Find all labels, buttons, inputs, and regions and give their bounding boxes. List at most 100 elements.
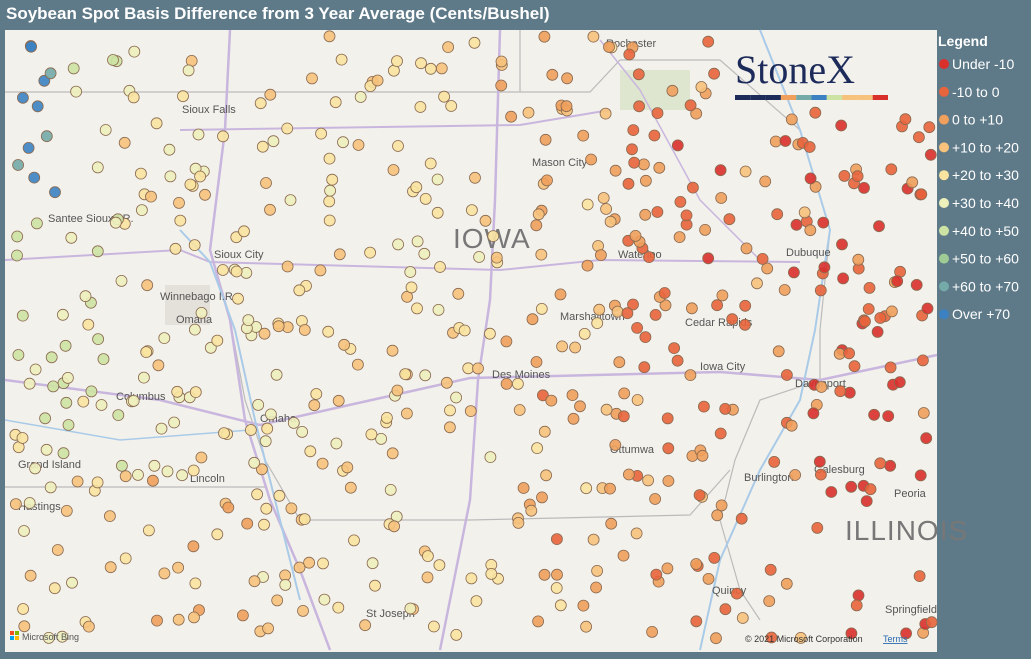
- station-dot[interactable]: [132, 468, 144, 481]
- station-dot[interactable]: [763, 595, 776, 607]
- station-dot[interactable]: [91, 161, 104, 174]
- station-dot[interactable]: [62, 371, 74, 384]
- station-dot[interactable]: [432, 303, 445, 316]
- station-dot[interactable]: [192, 128, 205, 141]
- station-dot[interactable]: [392, 140, 404, 152]
- station-dot[interactable]: [285, 502, 298, 515]
- station-dot[interactable]: [188, 611, 200, 624]
- station-dot[interactable]: [261, 422, 274, 435]
- station-dot[interactable]: [585, 153, 597, 166]
- station-dot[interactable]: [182, 64, 195, 77]
- station-dot[interactable]: [662, 442, 675, 455]
- station-dot[interactable]: [418, 247, 431, 260]
- station-dot[interactable]: [541, 174, 553, 187]
- station-dot[interactable]: [739, 318, 751, 331]
- station-dot[interactable]: [910, 278, 923, 291]
- station-dot[interactable]: [649, 308, 662, 321]
- station-dot[interactable]: [217, 130, 229, 143]
- station-dot[interactable]: [771, 208, 784, 221]
- station-dot[interactable]: [270, 368, 283, 381]
- station-dot[interactable]: [60, 396, 73, 409]
- station-dot[interactable]: [189, 577, 202, 590]
- station-dot[interactable]: [630, 527, 643, 540]
- station-dot[interactable]: [375, 432, 388, 445]
- station-dot[interactable]: [391, 384, 404, 397]
- station-dot[interactable]: [690, 107, 703, 120]
- station-dot[interactable]: [772, 345, 785, 358]
- station-dot[interactable]: [323, 30, 336, 43]
- station-dot[interactable]: [85, 385, 98, 398]
- station-dot[interactable]: [825, 486, 838, 498]
- station-dot[interactable]: [495, 55, 508, 68]
- station-dot[interactable]: [104, 510, 116, 522]
- station-dot[interactable]: [719, 603, 732, 616]
- station-dot[interactable]: [581, 198, 594, 211]
- station-dot[interactable]: [780, 577, 793, 590]
- station-dot[interactable]: [119, 470, 132, 483]
- station-dot[interactable]: [923, 121, 936, 134]
- station-dot[interactable]: [603, 41, 615, 53]
- station-dot[interactable]: [119, 552, 132, 565]
- station-dot[interactable]: [587, 533, 600, 546]
- station-dot[interactable]: [600, 203, 612, 215]
- station-dot[interactable]: [161, 465, 174, 478]
- station-dot[interactable]: [739, 165, 752, 178]
- station-dot[interactable]: [693, 489, 706, 502]
- station-dot[interactable]: [566, 389, 579, 402]
- station-dot[interactable]: [187, 464, 200, 477]
- station-dot[interactable]: [648, 129, 661, 142]
- station-dot[interactable]: [914, 469, 927, 482]
- station-dot[interactable]: [651, 107, 664, 119]
- station-dot[interactable]: [427, 620, 440, 633]
- station-dot[interactable]: [917, 354, 929, 367]
- station-dot[interactable]: [715, 499, 728, 512]
- station-dot[interactable]: [255, 463, 268, 476]
- station-dot[interactable]: [387, 164, 400, 176]
- station-dot[interactable]: [666, 84, 679, 97]
- station-dot[interactable]: [815, 468, 827, 481]
- station-dot[interactable]: [739, 299, 752, 312]
- station-dot[interactable]: [661, 412, 674, 425]
- station-dot[interactable]: [574, 400, 586, 413]
- station-dot[interactable]: [298, 324, 311, 336]
- station-dot[interactable]: [913, 131, 925, 144]
- station-dot[interactable]: [751, 277, 763, 290]
- station-dot[interactable]: [629, 229, 642, 242]
- station-dot[interactable]: [348, 534, 360, 547]
- station-dot[interactable]: [702, 35, 715, 48]
- station-dot[interactable]: [789, 469, 801, 481]
- station-dot[interactable]: [561, 72, 573, 85]
- station-dot[interactable]: [804, 224, 817, 237]
- station-dot[interactable]: [464, 405, 477, 418]
- station-dot[interactable]: [79, 290, 92, 303]
- station-dot[interactable]: [550, 582, 563, 594]
- station-dot[interactable]: [29, 462, 41, 475]
- station-dot[interactable]: [545, 394, 558, 407]
- station-dot[interactable]: [48, 582, 61, 595]
- station-dot[interactable]: [293, 284, 306, 297]
- station-dot[interactable]: [470, 595, 483, 607]
- station-dot[interactable]: [273, 489, 286, 502]
- station-dot[interactable]: [380, 411, 393, 424]
- station-dot[interactable]: [662, 475, 675, 487]
- station-dot[interactable]: [169, 242, 182, 255]
- station-dot[interactable]: [315, 127, 328, 140]
- station-dot[interactable]: [127, 91, 140, 104]
- station-dot[interactable]: [668, 342, 680, 355]
- station-dot[interactable]: [815, 381, 828, 393]
- station-dot[interactable]: [419, 192, 432, 205]
- station-dot[interactable]: [715, 192, 728, 204]
- station-dot[interactable]: [785, 419, 798, 432]
- station-dot[interactable]: [384, 483, 397, 496]
- station-dot[interactable]: [296, 425, 309, 438]
- station-dot[interactable]: [22, 141, 35, 154]
- station-dot[interactable]: [807, 407, 820, 420]
- station-dot[interactable]: [258, 327, 271, 340]
- station-dot[interactable]: [577, 129, 590, 142]
- station-dot[interactable]: [281, 122, 294, 135]
- station-dot[interactable]: [241, 517, 254, 530]
- station-dot[interactable]: [195, 306, 208, 319]
- station-dot[interactable]: [329, 96, 342, 109]
- station-dot[interactable]: [248, 575, 261, 588]
- station-dot[interactable]: [150, 117, 163, 130]
